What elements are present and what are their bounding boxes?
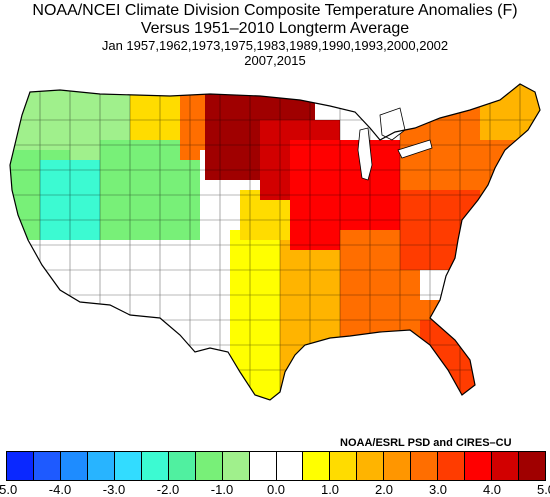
- legend-tick-label: 1.0: [320, 482, 340, 497]
- legend-tick-label: 2.0: [374, 482, 394, 497]
- region-mid-atlantic: [400, 190, 480, 270]
- legend-swatch-8: [222, 452, 250, 480]
- lake-huron: [379, 107, 406, 141]
- legend-swatch-4: [114, 452, 142, 480]
- legend-swatch-16: [438, 452, 466, 480]
- legend-swatch-2: [60, 452, 88, 480]
- legend-tick-label: -1.0: [210, 482, 234, 497]
- legend-swatch-19: [519, 452, 546, 480]
- map-title-years-cont: 2007,2015: [244, 53, 306, 68]
- legend-swatch-10: [276, 452, 304, 480]
- anomaly-regions: [10, 84, 540, 400]
- legend-tick-label: -4.0: [48, 482, 72, 497]
- legend-swatch-11: [303, 452, 331, 480]
- us-anomaly-map: [9, 83, 541, 401]
- legend-swatch-13: [357, 452, 385, 480]
- legend-swatch-15: [411, 452, 439, 480]
- division-boundaries: [10, 84, 540, 400]
- legend-swatch-0: [7, 452, 34, 480]
- legend-tick-label: 3.0: [428, 482, 448, 497]
- legend-swatch-12: [330, 452, 358, 480]
- us-outline: [9, 83, 541, 401]
- legend-swatch-5: [141, 452, 169, 480]
- legend-tick-label: 4.0: [482, 482, 502, 497]
- data-credit: NOAA/ESRL PSD and CIRES–CU: [340, 437, 512, 449]
- lake-michigan: [357, 127, 373, 181]
- legend-swatch-3: [87, 452, 115, 480]
- map-title-line2: Versus 1951–2010 Longterm Average: [140, 20, 410, 37]
- legend-swatch-17: [465, 452, 493, 480]
- color-legend-ticks: -5.0 -4.0 -3.0 -2.0 -1.0 0.0 1.0 2.0 3.0 4.0 5.0: [0, 482, 550, 497]
- map-title-line1: NOAA/NCEI Climate Division Composite Tem…: [32, 2, 518, 19]
- legend-tick-label: -5.0: [0, 482, 18, 497]
- lake-erie: [397, 139, 433, 159]
- legend-tick-label: -3.0: [102, 482, 126, 497]
- legend-swatch-18: [492, 452, 520, 480]
- legend-swatch-7: [195, 452, 223, 480]
- color-legend-bar: [6, 451, 546, 481]
- legend-tick-label: 5.0: [536, 482, 550, 497]
- legend-tick-label: -2.0: [156, 482, 180, 497]
- legend-swatch-1: [33, 452, 61, 480]
- map-title-months-years: Jan 1957,1962,1973,1975,1983,1989,1990,1…: [101, 38, 449, 53]
- legend-tick-label: 0.0: [266, 482, 286, 497]
- legend-swatch-9: [249, 452, 277, 480]
- legend-swatch-14: [384, 452, 412, 480]
- legend-swatch-6: [168, 452, 196, 480]
